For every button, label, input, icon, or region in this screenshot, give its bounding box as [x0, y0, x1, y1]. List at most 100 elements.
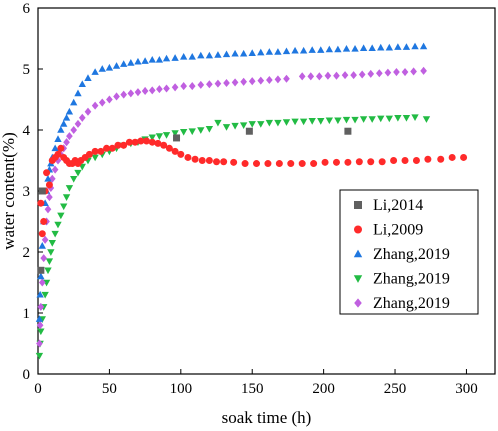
data-point	[220, 158, 228, 166]
data-point	[298, 160, 306, 168]
x-axis-label: soak time (h)	[222, 408, 312, 427]
data-point	[401, 68, 409, 77]
legend-marker	[354, 201, 362, 209]
data-point	[37, 302, 45, 311]
data-point	[42, 279, 51, 287]
data-point	[137, 137, 145, 145]
data-point	[448, 153, 456, 161]
data-point	[188, 52, 196, 60]
legend-marker	[354, 225, 362, 234]
data-point	[265, 119, 274, 127]
data-point	[188, 82, 196, 91]
data-point	[424, 155, 432, 163]
data-point	[47, 249, 55, 256]
data-point	[334, 117, 342, 125]
data-point	[264, 160, 272, 168]
data-point	[460, 153, 468, 161]
data-point	[321, 158, 329, 166]
data-point	[162, 132, 171, 139]
data-point	[257, 76, 265, 85]
data-point	[341, 71, 349, 80]
data-point	[420, 66, 427, 75]
data-point	[51, 144, 59, 152]
data-point	[282, 119, 291, 126]
data-point	[54, 221, 62, 229]
data-point	[385, 115, 393, 123]
data-point	[108, 144, 116, 152]
data-point	[248, 121, 256, 128]
data-point	[141, 57, 149, 64]
data-point	[282, 47, 291, 55]
legend-entry: Zhang,2019	[373, 295, 450, 312]
data-point	[231, 78, 239, 87]
data-point	[57, 212, 65, 220]
data-points	[35, 42, 468, 360]
data-point	[239, 122, 248, 129]
data-point	[35, 315, 44, 322]
data-point	[205, 125, 214, 133]
data-point	[324, 71, 332, 80]
legend: Li,2014 Li,2009 Zhang,2019 Zhang,2019 Zhang,…	[339, 189, 479, 315]
data-point	[171, 54, 179, 61]
data-point	[38, 242, 46, 249]
data-point	[45, 181, 53, 189]
data-point	[257, 121, 265, 128]
data-point	[40, 218, 48, 225]
data-point	[308, 118, 316, 125]
data-point	[62, 113, 71, 121]
data-point	[231, 49, 239, 57]
data-point	[214, 79, 222, 88]
data-point	[197, 80, 205, 89]
data-point	[410, 67, 417, 76]
data-point	[36, 339, 43, 348]
data-point	[299, 46, 308, 54]
y-axis-label: water content(%)	[0, 132, 18, 250]
data-point	[148, 86, 156, 95]
data-point	[91, 101, 99, 110]
x-tick-label: 300	[455, 381, 478, 397]
data-point	[291, 46, 299, 54]
data-point	[367, 69, 375, 78]
data-point	[36, 321, 44, 330]
y-tick-label: 4	[23, 123, 31, 139]
data-point	[98, 98, 106, 107]
data-point	[317, 118, 325, 125]
x-tick-label: 200	[312, 381, 335, 397]
data-point	[248, 49, 256, 56]
data-point	[44, 174, 52, 182]
data-point	[333, 71, 340, 80]
data-point	[377, 43, 385, 51]
data-point	[437, 155, 445, 163]
data-point	[394, 43, 402, 50]
data-point	[390, 157, 398, 164]
data-point	[60, 203, 68, 211]
data-point	[103, 144, 111, 152]
data-point	[78, 113, 86, 122]
data-point	[70, 176, 78, 183]
data-point	[36, 290, 44, 298]
data-point	[66, 132, 73, 141]
data-point	[51, 230, 59, 238]
data-point	[125, 138, 133, 146]
data-point	[37, 266, 45, 274]
data-point	[310, 160, 318, 168]
data-point	[37, 328, 45, 336]
data-point	[214, 119, 222, 127]
legend-box	[339, 189, 479, 315]
data-point	[131, 138, 139, 146]
data-point	[206, 80, 213, 89]
data-point	[148, 134, 156, 142]
y-tick-label: 3	[23, 184, 31, 200]
data-point	[171, 130, 179, 137]
data-point	[120, 60, 128, 67]
data-point	[40, 254, 48, 263]
data-point	[155, 133, 164, 140]
data-point	[74, 169, 82, 177]
data-point	[402, 115, 411, 122]
data-point	[127, 89, 135, 98]
legend-entry: Zhang,2019	[373, 246, 450, 263]
data-point	[163, 84, 170, 93]
data-point	[65, 107, 74, 115]
data-point	[143, 137, 151, 145]
data-point	[205, 51, 214, 59]
